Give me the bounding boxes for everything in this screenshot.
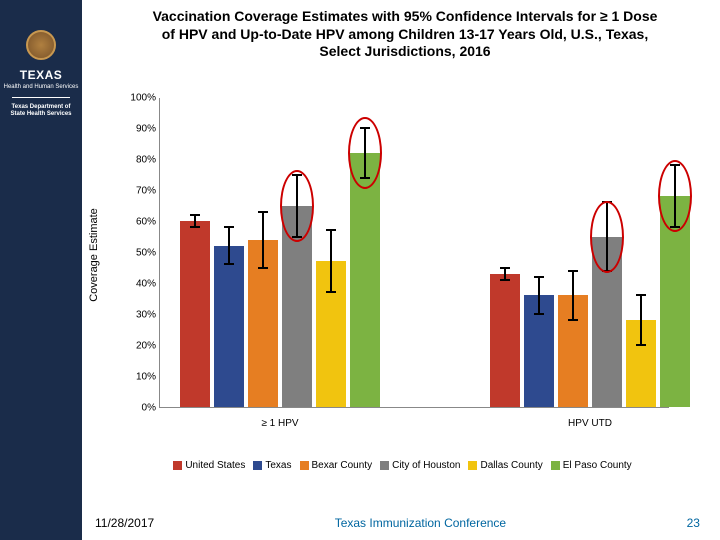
error-cap [602, 201, 612, 203]
error-cap [326, 291, 336, 293]
error-bar [364, 128, 366, 178]
error-cap [360, 127, 370, 129]
legend: United States Texas Bexar County City of Ho… [95, 460, 710, 471]
footer-date: 11/28/2017 [95, 516, 154, 530]
error-cap [190, 226, 200, 228]
legend-item: Texas [253, 460, 291, 471]
bar [180, 221, 210, 407]
y-tick: 10% [126, 372, 156, 383]
error-bar [674, 165, 676, 227]
legend-swatch [173, 461, 182, 470]
error-bar [640, 295, 642, 345]
legend-swatch [253, 461, 262, 470]
y-tick: 70% [126, 186, 156, 197]
legend-item: City of Houston [380, 460, 460, 471]
error-cap [568, 270, 578, 272]
x-category-label: HPV UTD [568, 418, 612, 429]
legend-label: United States [185, 460, 245, 471]
error-cap [670, 164, 680, 166]
error-cap [326, 229, 336, 231]
y-tick: 30% [126, 310, 156, 321]
sidebar-dept: Texas Department of State Health Service… [0, 104, 82, 118]
error-cap [636, 294, 646, 296]
error-cap [292, 236, 302, 238]
sidebar: TEXAS Health and Human Services Texas De… [0, 0, 82, 540]
footer-page: 23 [687, 516, 700, 530]
y-tick: 60% [126, 217, 156, 228]
error-bar [296, 175, 298, 237]
sidebar-hhs: Health and Human Services [0, 84, 82, 91]
chart-area: 0%10%20%30%40%50%60%70%80%90%100%≥ 1 HPV… [125, 98, 669, 433]
legend-label: Texas [265, 460, 291, 471]
sidebar-state: TEXAS [0, 68, 82, 82]
x-category-label: ≥ 1 HPV [261, 418, 298, 429]
y-axis-label: Coverage Estimate [88, 208, 100, 302]
error-cap [534, 313, 544, 315]
error-cap [500, 267, 510, 269]
legend-swatch [468, 461, 477, 470]
error-cap [224, 263, 234, 265]
bar [350, 153, 380, 407]
error-cap [568, 319, 578, 321]
error-cap [224, 226, 234, 228]
error-bar [572, 271, 574, 321]
legend-item: Bexar County [300, 460, 373, 471]
legend-label: Dallas County [480, 460, 542, 471]
y-tick: 90% [126, 124, 156, 135]
y-tick: 80% [126, 155, 156, 166]
error-cap [534, 276, 544, 278]
footer: 11/28/2017 Texas Immunization Conference… [95, 516, 700, 530]
error-cap [258, 267, 268, 269]
error-bar [606, 202, 608, 270]
y-tick: 100% [126, 93, 156, 104]
bar [214, 246, 244, 407]
chart-title: Vaccination Coverage Estimates with 95% … [150, 8, 660, 61]
y-tick: 0% [126, 403, 156, 414]
divider [12, 97, 70, 98]
legend-swatch [551, 461, 560, 470]
error-bar [330, 230, 332, 292]
y-tick: 20% [126, 341, 156, 352]
error-cap [292, 174, 302, 176]
legend-label: El Paso County [563, 460, 632, 471]
bar-chart: 0%10%20%30%40%50%60%70%80%90%100%≥ 1 HPV… [159, 98, 669, 408]
error-cap [258, 211, 268, 213]
footer-center: Texas Immunization Conference [335, 516, 506, 530]
legend-item: Dallas County [468, 460, 542, 471]
state-seal-icon [26, 30, 56, 60]
bar [490, 274, 520, 407]
legend-label: Bexar County [312, 460, 373, 471]
error-cap [190, 214, 200, 216]
error-cap [360, 177, 370, 179]
error-cap [636, 344, 646, 346]
legend-swatch [300, 461, 309, 470]
error-cap [602, 270, 612, 272]
error-bar [538, 277, 540, 314]
legend-item: El Paso County [551, 460, 632, 471]
legend-item: United States [173, 460, 245, 471]
error-cap [500, 279, 510, 281]
error-bar [228, 227, 230, 264]
y-tick: 50% [126, 248, 156, 259]
error-bar [262, 212, 264, 268]
legend-label: City of Houston [392, 460, 460, 471]
y-tick: 40% [126, 279, 156, 290]
error-cap [670, 226, 680, 228]
legend-swatch [380, 461, 389, 470]
